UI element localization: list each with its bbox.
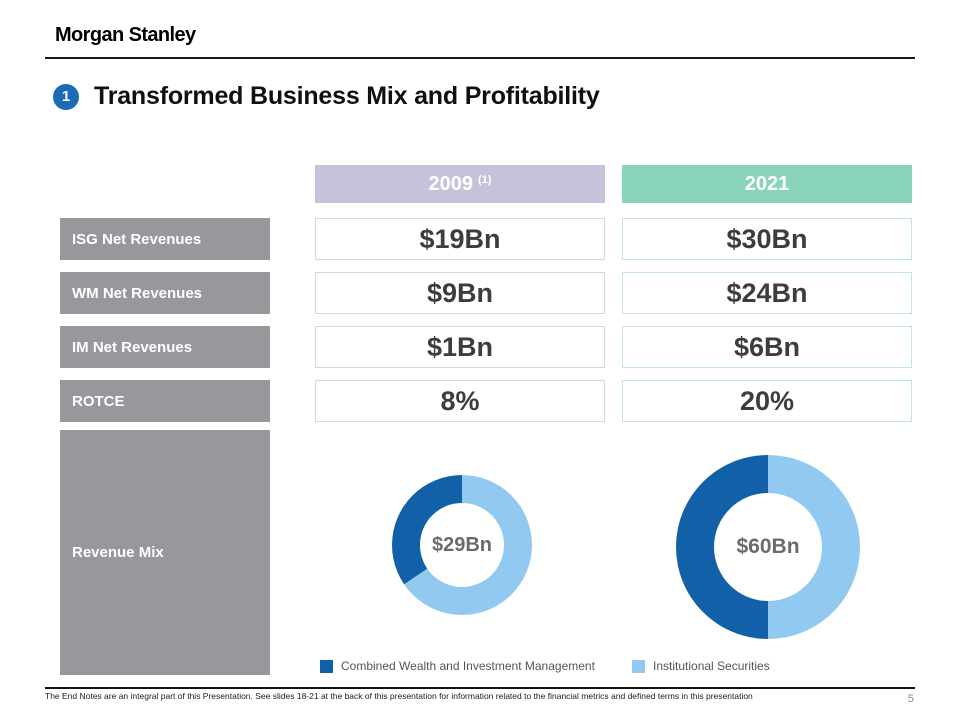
row-label-wm-net-revenues: WM Net Revenues: [60, 272, 270, 314]
legend-swatch-light-blue: [632, 659, 645, 673]
legend-label-institutional-securities: Institutional Securities: [653, 659, 770, 673]
legend-item-combined-wealth: Combined Wealth and Investment Managemen…: [320, 659, 595, 673]
column-header-2021-label: 2021: [744, 172, 790, 195]
row-label-rotce: ROTCE: [60, 380, 270, 422]
cell-isg-2009: $19Bn: [315, 218, 605, 260]
cell-im-2009: $1Bn: [315, 326, 605, 368]
cell-rotce-2021: 20%: [622, 380, 912, 422]
cell-rotce-2009: 8%: [315, 380, 605, 422]
donut-chart-2009: $29Bn: [392, 475, 532, 615]
legend-item-institutional-securities: Institutional Securities: [632, 659, 770, 673]
cell-im-2021: $6Bn: [622, 326, 912, 368]
donut-chart-2021: $60Bn: [676, 455, 860, 639]
legend-swatch-dark-blue: [320, 659, 333, 673]
row-label-revenue-mix: Revenue Mix: [60, 430, 270, 675]
page-number: 5: [907, 693, 914, 705]
header-divider: [45, 57, 915, 59]
donut-chart-2021-hole: $60Bn: [714, 493, 822, 601]
footer-divider: [45, 687, 915, 689]
company-logo: Morgan Stanley: [55, 24, 196, 46]
section-number-badge: 1: [53, 83, 79, 110]
cell-isg-2021: $30Bn: [622, 218, 912, 260]
row-label-isg-net-revenues: ISG Net Revenues: [60, 218, 270, 260]
column-header-2009: 2009 (1): [315, 165, 605, 203]
cell-wm-2021: $24Bn: [622, 272, 912, 314]
footer-endnote: The End Notes are an integral part of th…: [45, 691, 753, 701]
legend-label-combined-wealth: Combined Wealth and Investment Managemen…: [341, 659, 595, 673]
slide-title-row: 1 Transformed Business Mix and Profitabi…: [53, 82, 600, 111]
footnote-marker: (1): [478, 174, 492, 186]
row-label-im-net-revenues: IM Net Revenues: [60, 326, 270, 368]
column-header-2021: 2021: [622, 165, 912, 203]
donut-chart-2009-hole: $29Bn: [420, 503, 504, 587]
slide-title: Transformed Business Mix and Profitabili…: [94, 82, 600, 110]
donut-chart-2021-total: $60Bn: [736, 535, 800, 558]
donut-chart-2009-total: $29Bn: [431, 533, 493, 556]
cell-wm-2009: $9Bn: [315, 272, 605, 314]
column-header-2009-label: 2009: [428, 172, 474, 195]
